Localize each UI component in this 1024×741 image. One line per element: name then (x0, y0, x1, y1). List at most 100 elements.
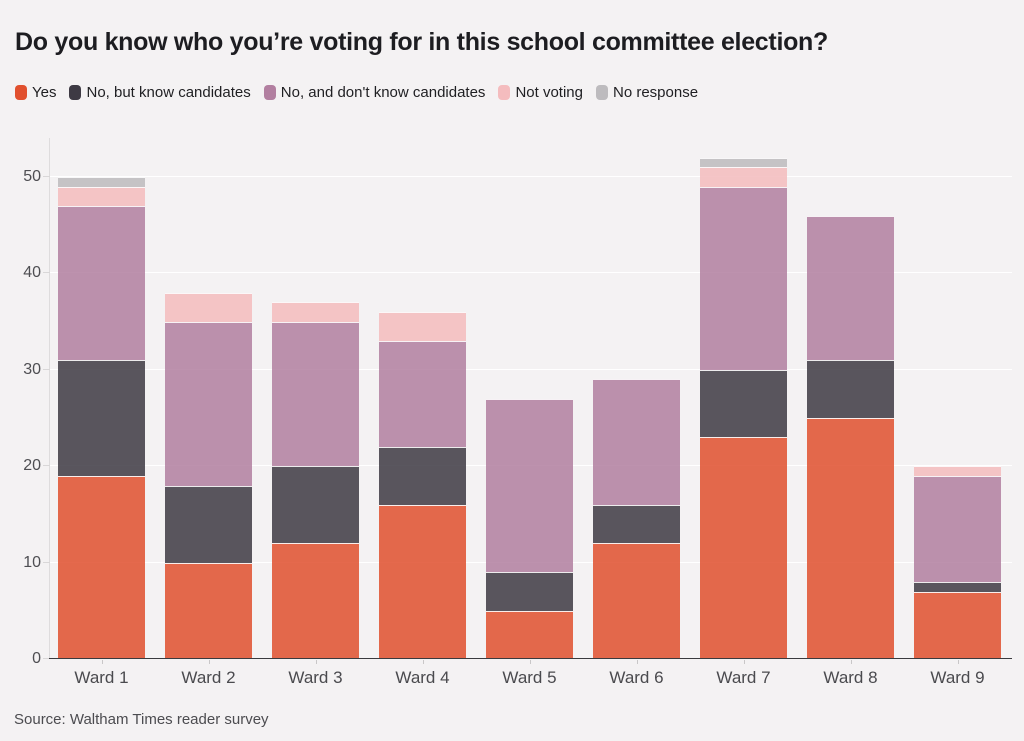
bar-column (486, 398, 573, 659)
x-axis-tick (850, 660, 852, 664)
x-axis-label: Ward 4 (395, 668, 450, 687)
x-axis-cell: Ward 3 (272, 660, 359, 688)
y-axis-tick (43, 176, 50, 177)
bar-segment-yes (914, 591, 1001, 659)
x-axis-label: Ward 7 (716, 668, 771, 687)
y-axis-tick (43, 561, 50, 563)
legend-swatch-no-dont-know (263, 85, 276, 100)
y-axis-tick (43, 368, 50, 370)
bar-segment-yes (593, 543, 680, 659)
y-axis-labels: 0 10 20 30 40 50 (0, 138, 41, 667)
x-axis-label: Ward 6 (609, 668, 664, 687)
bar-segment-no-but-know-candidates (807, 360, 894, 418)
bar-column (700, 157, 787, 659)
bar-segment-not-voting (914, 466, 1001, 476)
y-axis-label: 20 (23, 457, 41, 475)
bar-segment-no-and-don-t-know-candidates (58, 205, 145, 361)
bar-segment-no-and-don-t-know-candidates (807, 215, 894, 361)
bar-column (593, 379, 680, 659)
bar-segment-no-but-know-candidates (379, 446, 466, 505)
bar-segment-no-response (700, 157, 787, 168)
legend-item-no-response: No response (595, 84, 699, 101)
bar-segment-no-but-know-candidates (272, 466, 359, 544)
legend-label: No, but know candidates (86, 84, 251, 101)
x-axis-label: Ward 5 (502, 668, 557, 687)
bar-segment-yes (379, 504, 466, 659)
legend-label: No response (612, 84, 699, 101)
bar-column (914, 466, 1001, 659)
gridline (50, 368, 1012, 370)
bar-segment-not-voting (379, 312, 466, 341)
gridline (50, 272, 1012, 274)
bar-segment-not-voting (58, 186, 145, 206)
y-axis-label: 30 (23, 360, 41, 378)
bar-column (379, 312, 466, 659)
legend-swatch-no-know (69, 85, 82, 100)
legend-swatch-no-response (595, 85, 608, 100)
y-axis-tick (43, 658, 50, 659)
legend-item-yes: Yes (15, 84, 56, 101)
x-axis-cell: Ward 7 (700, 660, 787, 688)
x-axis-cell: Ward 8 (807, 660, 894, 688)
bar-segment-no-and-don-t-know-candidates (272, 321, 359, 467)
x-axis-cell: Ward 5 (486, 660, 573, 688)
y-axis-tick (43, 272, 50, 274)
x-axis-label: Ward 3 (288, 668, 343, 687)
bars-container (50, 138, 1012, 659)
bar-column (165, 292, 252, 659)
x-axis-cell: Ward 4 (379, 660, 466, 688)
bar-segment-no-but-know-candidates (914, 581, 1001, 592)
y-axis-label: 40 (23, 264, 41, 282)
bar-segment-no-and-don-t-know-candidates (486, 398, 573, 573)
bar-segment-no-but-know-candidates (700, 369, 787, 438)
bar-segment-yes (807, 418, 894, 659)
x-axis-tick (743, 660, 745, 664)
x-axis-cell: Ward 1 (58, 660, 145, 688)
bar-segment-no-but-know-candidates (165, 485, 252, 563)
bar-segment-no-and-don-t-know-candidates (700, 186, 787, 370)
source-note: Source: Waltham Times reader survey (14, 711, 269, 728)
y-axis-label: 10 (23, 553, 41, 571)
x-axis-tick (101, 660, 103, 664)
x-axis-label: Ward 9 (930, 668, 985, 687)
bar-segment-yes (165, 562, 252, 659)
legend-label: No, and don't know candidates (280, 84, 486, 101)
bar-segment-not-voting (700, 167, 787, 187)
x-axis-label: Ward 2 (181, 668, 236, 687)
y-axis-line (49, 138, 50, 659)
x-axis-label: Ward 1 (74, 668, 129, 687)
bar-column (58, 177, 145, 659)
y-axis-tick (43, 465, 50, 467)
bar-segment-not-voting (165, 292, 252, 322)
bar-segment-yes (58, 475, 145, 659)
bar-segment-no-and-don-t-know-candidates (914, 475, 1001, 582)
legend-item-no-dont-know: No, and don't know candidates (263, 84, 486, 101)
bar-column (272, 302, 359, 659)
x-axis-baseline (49, 658, 1012, 659)
bar-segment-yes (700, 437, 787, 659)
x-axis-tick (208, 660, 210, 664)
x-axis-tick (529, 660, 531, 664)
bar-segment-no-but-know-candidates (58, 360, 145, 476)
bar-segment-no-response (58, 177, 145, 187)
x-axis-tick (957, 660, 959, 664)
x-axis-cell: Ward 6 (593, 660, 680, 688)
gridline (50, 176, 1012, 177)
x-axis-cell: Ward 2 (165, 660, 252, 688)
x-axis-tick (636, 660, 638, 664)
bar-segment-no-but-know-candidates (593, 504, 680, 544)
legend-item-no-know: No, but know candidates (69, 84, 251, 101)
legend: Yes No, but know candidates No, and don'… (15, 84, 698, 101)
plot-area (43, 138, 1012, 659)
bar-segment-no-and-don-t-know-candidates (165, 321, 252, 486)
bar-segment-yes (272, 543, 359, 659)
legend-label: Yes (32, 84, 57, 101)
x-axis-cell: Ward 9 (914, 660, 1001, 688)
x-axis-tick (422, 660, 424, 664)
bar-column (807, 215, 894, 659)
y-axis-label: 50 (23, 168, 41, 185)
legend-swatch-not-voting (498, 85, 511, 100)
bar-segment-yes (486, 610, 573, 659)
legend-swatch-yes (15, 85, 27, 100)
bar-segment-no-and-don-t-know-candidates (379, 340, 466, 447)
